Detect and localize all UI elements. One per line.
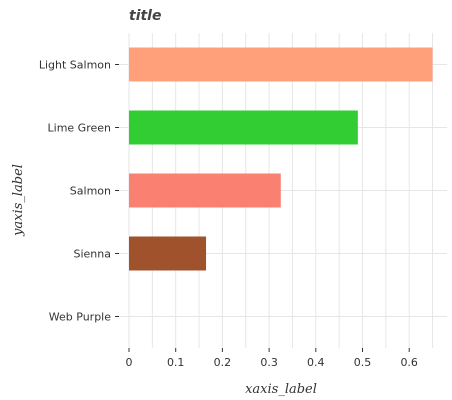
y-axis-title: yaxis_label	[11, 164, 26, 237]
x-tick-label: 0.2	[214, 356, 232, 369]
bar-light-salmon	[129, 47, 433, 82]
x-axis-ticks: 0 0.1 0.2 0.3 0.4 0.5 0.6	[126, 348, 418, 369]
bar-lime-green	[129, 110, 358, 145]
x-tick-label: 0.5	[354, 356, 372, 369]
y-tick-label: Sienna	[74, 248, 112, 261]
x-axis-title: xaxis_label	[245, 382, 317, 397]
y-axis-ticks: Web Purple Sienna Salmon Lime Green Light Sa…	[39, 59, 119, 324]
y-tick-label: Salmon	[70, 185, 111, 198]
bars	[129, 47, 433, 271]
bar-sienna	[129, 236, 207, 271]
chart-title: title	[129, 8, 161, 24]
x-tick-label: 0	[126, 356, 133, 369]
grid	[119, 33, 447, 348]
x-tick-label: 0.3	[260, 356, 278, 369]
x-tick-label: 0.4	[307, 356, 325, 369]
y-tick-label: Light Salmon	[39, 59, 111, 72]
x-tick-label: 0.1	[167, 356, 185, 369]
y-tick-label: Web Purple	[49, 311, 111, 324]
bar-salmon	[129, 173, 281, 208]
x-tick-label: 0.6	[400, 356, 418, 369]
y-tick-label: Lime Green	[48, 122, 112, 135]
